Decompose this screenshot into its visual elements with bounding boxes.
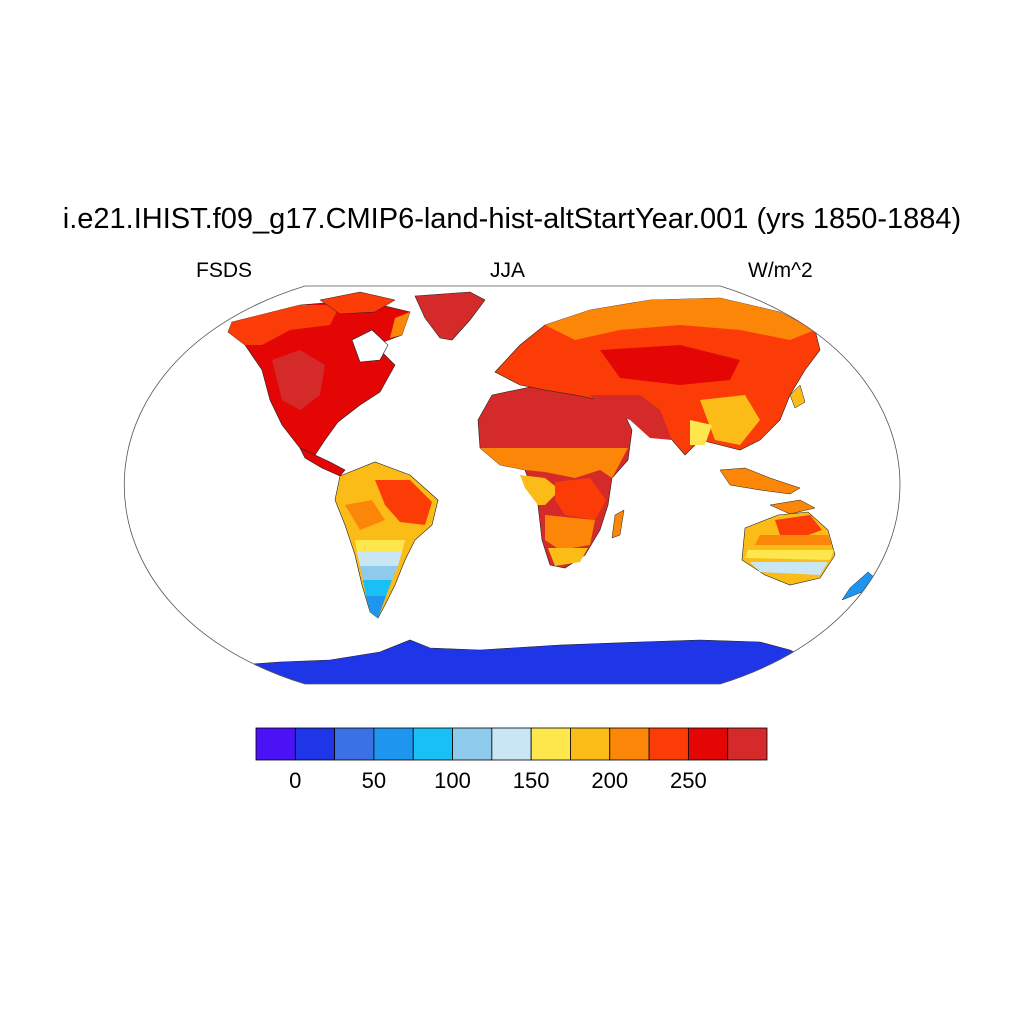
season-label: JJA (490, 259, 526, 282)
colorbar-box (727, 727, 768, 761)
colorbar-box (255, 727, 296, 761)
colorbar-box (609, 727, 650, 761)
greenland (414, 291, 486, 341)
units-label: W/m^2 (748, 259, 813, 282)
colorbar-box (570, 727, 611, 761)
colorbar-box (412, 727, 453, 761)
colorbar-box (452, 727, 493, 761)
variable-label: FSDS (196, 259, 253, 282)
colorbar-tick-label: 250 (670, 768, 707, 793)
colorbar-tick-label: 0 (289, 768, 302, 793)
globe-outline (123, 285, 901, 685)
antarctica (199, 639, 831, 684)
colorbar-box (648, 727, 689, 761)
colorbar-tick-label: 200 (591, 768, 629, 793)
colorbar (255, 727, 768, 761)
land-shading (199, 291, 876, 684)
colorbar-tick-label: 100 (434, 768, 471, 793)
map-title: i.e21.IHIST.f09_g17.CMIP6-land-hist-altS… (62, 203, 962, 235)
colorbar-box (530, 727, 571, 761)
colorbar-box (687, 727, 729, 761)
colorbar-tick-label: 150 (512, 768, 550, 793)
colorbar-box (491, 727, 532, 761)
colorbar-box (294, 727, 336, 761)
colorbar-box (373, 727, 414, 761)
colorbar-tick-label: 50 (361, 768, 387, 793)
colorbar-box (334, 727, 375, 761)
